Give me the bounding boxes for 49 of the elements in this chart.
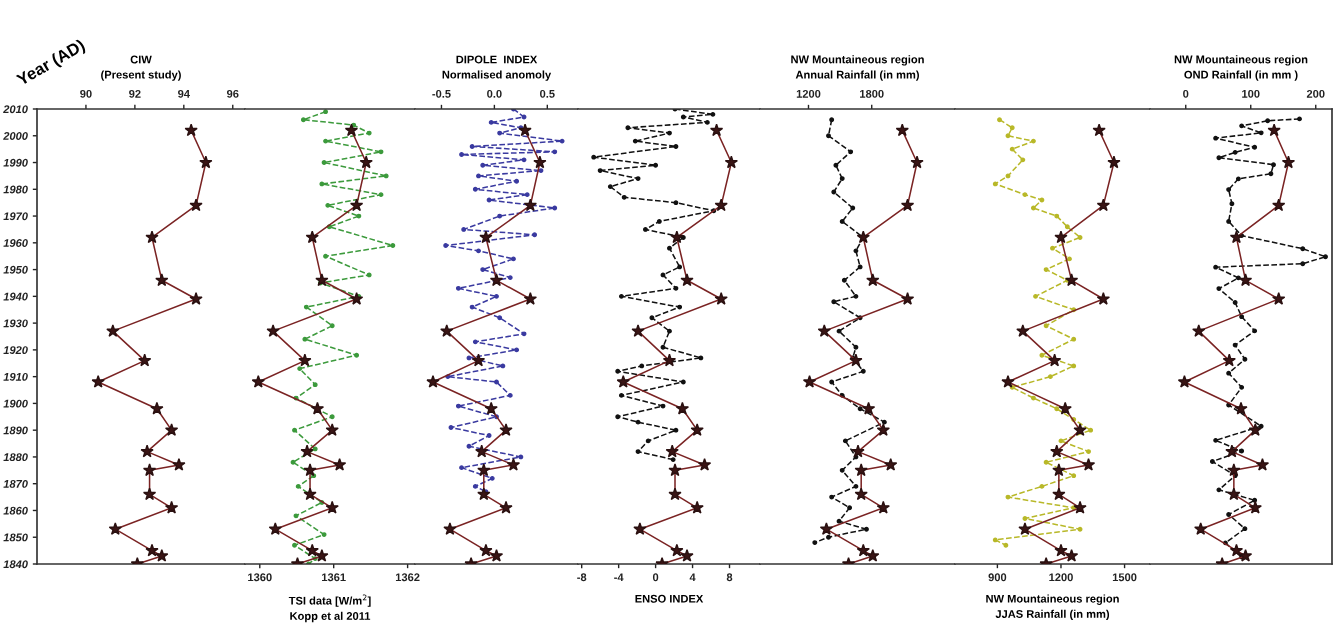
x-tick-label: 0.5: [540, 89, 555, 98]
x-tick-label: 96: [226, 89, 239, 98]
y-tick-label: 1960: [3, 239, 28, 247]
x-tick-label: 4: [689, 573, 696, 582]
x-axis-title: DIPOLE INDEX Normalised anomoly: [442, 55, 552, 81]
x-axis-title: NW Mountaineous region Annual Rainfall (in mm): [791, 55, 924, 81]
x-axis-title: NW Mountaineous region JJAS Rainfall (in mm): [986, 594, 1119, 621]
y-tick-label: 1920: [3, 346, 28, 355]
y-tick-label: 2010: [3, 105, 28, 114]
x-tick-label: -8: [577, 573, 587, 582]
x-tick-label: 94: [178, 89, 190, 98]
x-tick-label: 1500: [1112, 573, 1137, 582]
x-tick-label: 1200: [796, 89, 821, 98]
x-tick-label: 90: [80, 89, 92, 98]
x-tick-label: 1360: [248, 573, 272, 582]
y-tick-label: 1930: [3, 319, 28, 328]
y-tick-label: 1870: [3, 479, 28, 488]
y-tick-label: 1970: [3, 212, 28, 221]
y-tick-label: 1910: [3, 372, 28, 381]
x-tick-label: 1800: [860, 89, 884, 98]
x-tick-label: 900: [988, 573, 1007, 582]
x-tick-label: 200: [1306, 89, 1325, 98]
x-axis-title: ENSO INDEX: [635, 594, 704, 603]
x-tick-label: -4: [614, 573, 624, 582]
x-tick-label: 1362: [395, 573, 420, 582]
x-tick-label: 92: [129, 89, 141, 98]
x-tick-label: 0.0: [487, 89, 502, 98]
y-tick-label: 1850: [3, 533, 28, 542]
y-tick-label: 1940: [3, 292, 28, 301]
y-tick-label: 1900: [3, 399, 28, 408]
y-tick-label: 1860: [3, 506, 28, 515]
x-axis-title: TSI data [W/m$^{2}$] Kopp et al 2011: [288, 594, 371, 623]
y-tick-label: 1880: [3, 453, 28, 462]
y-tick-label: 1950: [3, 265, 28, 274]
y-tick-label: 1990: [3, 158, 28, 167]
y-tick-label: 1890: [3, 426, 28, 435]
x-tick-label: 1361: [322, 573, 346, 582]
x-tick-label: 1200: [1049, 573, 1073, 582]
x-tick-label: 8: [726, 573, 733, 582]
x-tick-label: -0.5: [432, 89, 451, 98]
x-axis-title: CIW (Present study): [101, 55, 181, 81]
x-tick-label: 100: [1242, 89, 1260, 98]
y-axis-title: Year (AD): [15, 38, 88, 89]
y-tick-label: 1980: [3, 185, 28, 194]
x-tick-label: 0: [1183, 89, 1189, 98]
y-tick-label: 2000: [3, 132, 28, 140]
x-tick-label: 0: [652, 573, 659, 582]
y-tick-label: 1840: [3, 560, 28, 569]
x-axis-title: NW Mountaineous region OND Rainfall (in mm ): [1174, 55, 1308, 81]
